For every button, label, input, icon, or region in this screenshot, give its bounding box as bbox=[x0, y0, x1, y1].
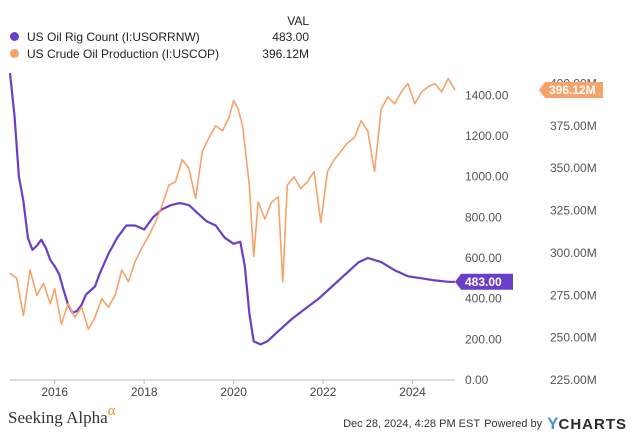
crude-production-end-badge-text: 396.12M bbox=[549, 83, 596, 97]
y-left-tick-label: 200.00 bbox=[465, 332, 502, 346]
y-right-tick-label: 225.00M bbox=[550, 373, 597, 387]
y-right-tick-label: 350.00M bbox=[550, 161, 597, 175]
crude-production-end-badge-shape bbox=[539, 82, 603, 99]
y-left-tick-label: 1200.00 bbox=[465, 129, 509, 143]
alpha-symbol: α bbox=[107, 403, 116, 419]
legend-value: 396.12M bbox=[262, 46, 309, 61]
y-left-tick-label: 400.00 bbox=[465, 292, 502, 306]
ycharts-logo-y[interactable]: Y bbox=[547, 414, 559, 433]
x-tick-label: 2018 bbox=[131, 385, 158, 399]
series-color-dot bbox=[10, 49, 19, 58]
y-left-tick-label: 1400.00 bbox=[465, 88, 509, 102]
brand-name: Seeking Alpha bbox=[8, 408, 108, 427]
y-right-tick-label: 250.00M bbox=[550, 331, 597, 345]
y-right-tick-label: 375.00M bbox=[550, 119, 597, 133]
seeking-alpha-logo[interactable]: Seeking Alphaα bbox=[8, 403, 116, 428]
y-right-tick-label: 325.00M bbox=[550, 204, 597, 218]
series-color-dot bbox=[10, 32, 19, 41]
x-tick-label: 2016 bbox=[41, 385, 68, 399]
legend-item-crude-production[interactable]: US Crude Oil Production (I:USCOP) 396.12… bbox=[10, 45, 309, 62]
y-left-tick-label: 800.00 bbox=[465, 210, 502, 224]
x-tick-label: 2024 bbox=[399, 385, 426, 399]
y-right-tick-label: 275.00M bbox=[550, 288, 597, 302]
y-left-tick-label: 0.00 bbox=[465, 373, 489, 387]
rig-count-end-badge-shape bbox=[455, 273, 513, 290]
legend: VAL US Oil Rig Count (I:USORRNW) 483.00 … bbox=[10, 14, 309, 62]
legend-label: US Crude Oil Production (I:USCOP) bbox=[27, 46, 220, 61]
legend-item-rig-count[interactable]: US Oil Rig Count (I:USORRNW) 483.00 bbox=[10, 28, 309, 45]
x-tick-label: 2020 bbox=[220, 385, 247, 399]
legend-label: US Oil Rig Count (I:USORRNW) bbox=[27, 29, 200, 44]
y-left-tick-label: 1000.00 bbox=[465, 170, 509, 184]
timestamp: Dec 28, 2024, 4:28 PM EST bbox=[343, 418, 481, 430]
rig-count-line bbox=[8, 72, 455, 346]
powered-by-label: Powered by bbox=[484, 418, 543, 430]
legend-header: VAL bbox=[287, 14, 309, 28]
ycharts-logo-text[interactable]: CHARTS bbox=[558, 415, 627, 433]
crude-production-line bbox=[9, 77, 456, 330]
footer-credit: Dec 28, 2024, 4:28 PM EST Powered by Y CH… bbox=[343, 414, 627, 434]
x-tick-label: 2022 bbox=[310, 385, 337, 399]
rig-count-end-badge-text: 483.00 bbox=[465, 275, 502, 289]
y-right-tick-label: 300.00M bbox=[550, 246, 597, 260]
legend-value: 483.00 bbox=[272, 29, 309, 44]
crude-production-end-badge: 396.12M bbox=[539, 82, 603, 99]
y-left-tick-label: 600.00 bbox=[465, 251, 502, 265]
rig-count-end-badge: 483.00 bbox=[455, 273, 513, 290]
